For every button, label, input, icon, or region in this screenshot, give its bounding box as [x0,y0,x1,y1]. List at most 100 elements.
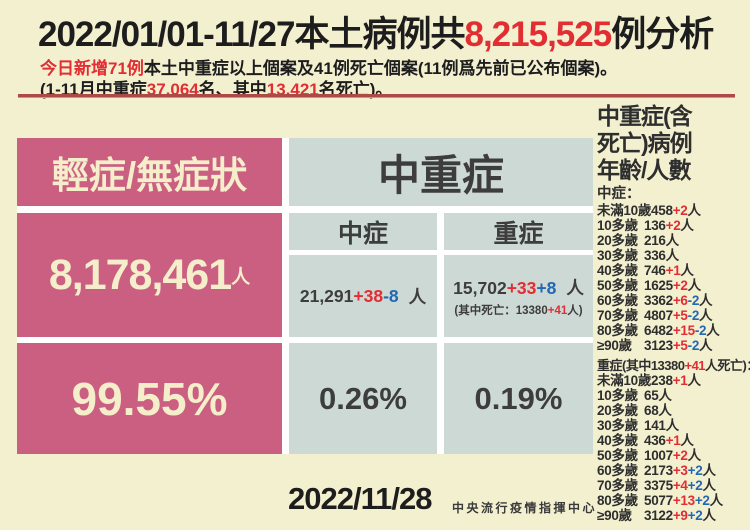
count-value: 3122 [644,507,673,523]
age-row: ≥90歲 3123 +5 -2 人 [597,338,749,353]
age-group-label: 30多歲 [597,247,638,263]
severe-section-added: +41 [684,357,706,373]
severe-death-note: (其中死亡：13380+41人) [454,302,582,318]
title-total-cases: 8,215,525 [464,15,612,54]
sidebar-title: 中重症(含 死亡)病例 年齡/人數 [597,103,749,184]
severe-section-label-post: 人死亡)： [705,357,750,373]
count-value: 人 [687,277,702,293]
count-value: 人 [699,337,713,353]
added-count: +2 [672,202,688,218]
count-value: 人 [687,447,702,463]
age-group-label: 30多歲 [597,417,638,433]
age-row: 50多歲 1625 +2 人 [597,278,749,293]
age-row: 60多歲 3362 +6 -2 人 [597,293,749,308]
severe-death-note-post: 人) [567,304,583,317]
count-value: 人 [665,232,680,248]
age-group-label: 50多歲 [597,447,638,463]
severe-death-note-pre: (其中死亡： [454,304,516,317]
title-suffix: 例分析 [611,15,714,54]
count-value: 3362 [644,292,673,308]
severe-count-unit: 人 [566,277,584,298]
age-row: 20多歲 68 人 [597,403,749,418]
age-row: 10多歲 136 +2 人 [597,218,749,233]
age-group-label: 未滿10歲 [597,202,652,218]
age-row: 未滿10歲 238 +1 人 [597,373,749,388]
severe-percent-value: 0.19% [474,380,563,416]
age-row: ≥90歲 3122 +9 +2 人 [597,508,749,523]
subtitle-line1-text: 本土中重症以上個案及41例死亡個案(11例爲先前已公布個案)。 [143,59,618,78]
moderate-severe-header-label: 中重症 [377,151,504,199]
age-row: 10多歲 65 人 [597,388,749,403]
added-count: +13 [672,492,695,508]
added-count: +5 [672,337,688,353]
age-row: 40多歲 436 +1 人 [597,433,749,448]
count-value: 人 [658,387,672,403]
count-value: 238 [651,372,673,388]
moderate-percent-box: 0.26% [289,343,437,454]
count-value: 人 [680,432,694,448]
count-value: 人 [665,417,680,433]
severe-death-added: +41 [547,304,568,317]
age-row: 60多歲 2173 +3 +2 人 [597,463,749,478]
count-value: 3123 [644,337,673,353]
moderate-count-box: 21,291 +38 -8 人 [289,255,437,337]
severe-death-count: 13380 [515,304,548,317]
age-row: 70多歲 4807 +5 -2 人 [597,308,749,323]
count-value: 人 [702,507,716,523]
agency-name: 中央流行疫情指揮中心 [452,501,598,515]
count-value: 6482 [644,322,673,338]
age-group-label: ≥90歲 [597,337,632,353]
count-value: 1625 [644,277,673,293]
moderate-count-base: 21,291 [299,285,354,306]
age-group-label: 80多歲 [597,492,638,508]
age-group-label: 80多歲 [597,322,638,338]
count-value: 人 [699,307,713,323]
age-group-label: ≥90歲 [597,507,632,523]
severe-percent-box: 0.19% [444,343,593,454]
adjusted-count: +2 [687,507,703,523]
count-value: 人 [699,292,713,308]
severe-count-base: 15,702 [453,277,507,298]
count-value: 4807 [644,307,673,323]
age-row: 70多歲 3375 +4 +2 人 [597,478,749,493]
moderate-percent-value: 0.26% [319,380,407,416]
count-value: 人 [702,462,716,478]
mild-percent-value: 99.55% [71,372,228,425]
age-row: 80多歲 6482 +15 -2 人 [597,323,749,338]
mild-asymptomatic-header: 輕症/無症狀 [17,138,282,206]
moderate-column-header: 中症 [289,213,437,250]
age-group-label: 50多歲 [597,277,638,293]
age-group-label: 未滿10歲 [597,372,652,388]
added-count: +1 [665,262,681,278]
count-value: 人 [702,477,716,493]
severe-count-added: +33 [506,277,537,298]
age-group-label: 10多歲 [597,387,638,403]
age-group-label: 70多歲 [597,307,638,323]
adjusted-count: -2 [687,337,700,353]
count-value: 人 [687,202,701,218]
severe-count-line: 15,702+33+8 人 [453,275,584,300]
moderate-count-added: +38 [353,285,384,306]
moderate-count-removed: -8 [383,285,399,306]
count-value: 人 [706,322,720,338]
adjusted-count: -2 [694,322,707,338]
count-value: 人 [665,247,680,263]
mild-count-value: 8,178,461 [48,250,232,299]
severe-column-header: 重症 [444,213,593,250]
added-count: +4 [672,477,688,493]
mild-percent-box: 99.55% [17,343,282,454]
count-value: 人 [680,262,694,278]
count-value: 人 [687,372,701,388]
severe-count-added2: +8 [536,277,557,298]
count-value: 人 [658,402,672,418]
age-row: 40多歲 746 +1 人 [597,263,749,278]
severe-section-label: 重症(其中13380+41人死亡)： [597,357,750,373]
moderate-label: 中症 [337,219,388,248]
count-value: 458 [651,202,673,218]
count-value: 65 [644,387,659,403]
age-group-label: 40多歲 [597,262,638,278]
moderate-age-list: 未滿10歲 458 +2 人 10多歲 136 +2 人 20多歲 216 人 30多歲 336 人 40多… [597,203,749,353]
new-cases-today: 今日新增71例 [40,59,144,78]
count-value: 人 [709,492,724,508]
added-count: +2 [672,447,688,463]
